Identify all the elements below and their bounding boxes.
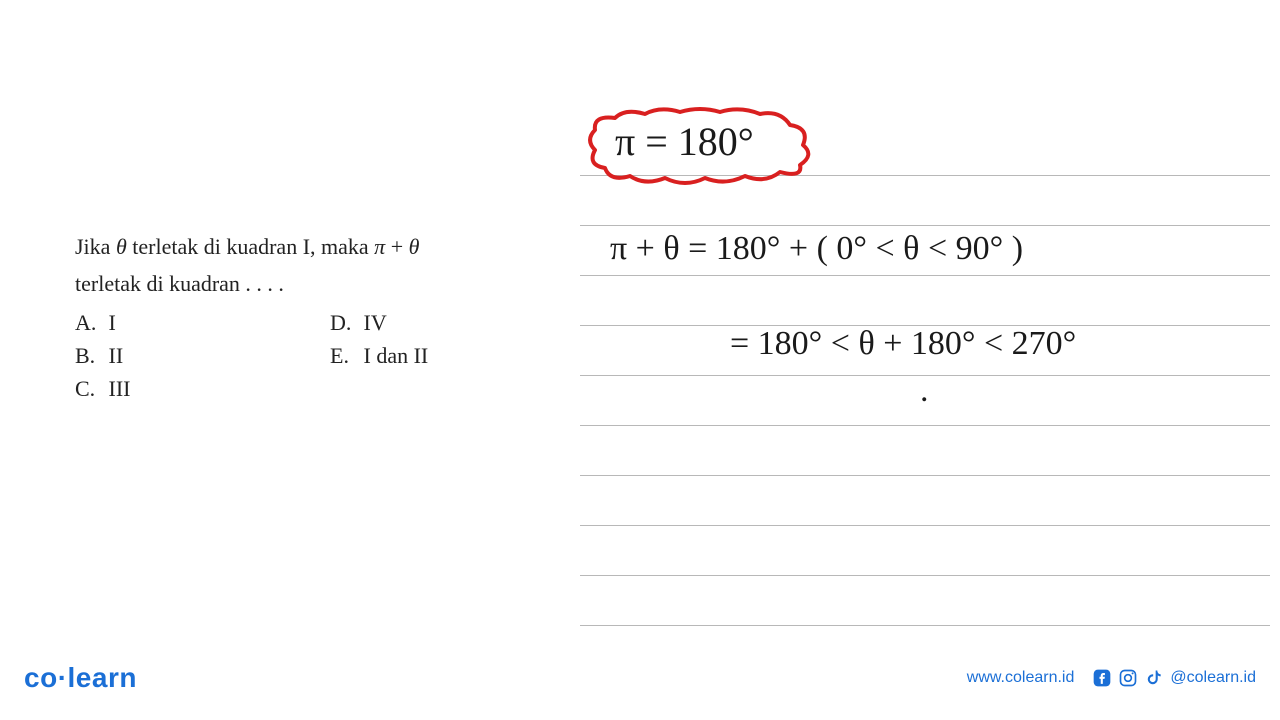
- working-dot: .: [920, 372, 929, 410]
- footer-right: www.colearn.id @colearn.id: [967, 668, 1256, 688]
- option-letter: E.: [330, 339, 358, 372]
- option-text: I dan II: [364, 343, 429, 368]
- logo-dot: ·: [58, 662, 68, 693]
- ruled-line: [580, 425, 1270, 426]
- ruled-line: [580, 575, 1270, 576]
- question-panel: Jika θ terletak di kuadran I, maka π + θ…: [75, 230, 545, 405]
- ruled-line: [580, 525, 1270, 526]
- working-line-1: π + θ = 180° + ( 0° < θ < 90° ): [610, 230, 1023, 268]
- cloud-text: π = 180°: [615, 118, 754, 165]
- ruled-line: [580, 225, 1270, 226]
- ruled-line: [580, 275, 1270, 276]
- option-letter: B.: [75, 339, 103, 372]
- facebook-icon: [1092, 668, 1112, 688]
- option-letter: A.: [75, 306, 103, 339]
- ruled-line: [580, 475, 1270, 476]
- social-handle: @colearn.id: [1170, 669, 1256, 687]
- option-letter: D.: [330, 306, 358, 339]
- footer: co·learn www.colearn.id @colearn.id: [0, 654, 1280, 694]
- option-a: A. I: [75, 306, 290, 339]
- logo-co: co: [24, 662, 58, 693]
- option-c: C. III: [75, 372, 290, 405]
- option-text: IV: [364, 310, 387, 335]
- question-line-2: terletak di kuadran . . . .: [75, 267, 545, 300]
- question-line-1: Jika θ terletak di kuadran I, maka π + θ: [75, 230, 545, 263]
- option-e: E. I dan II: [330, 339, 545, 372]
- option-b: B. II: [75, 339, 290, 372]
- social-icons: @colearn.id: [1092, 668, 1256, 688]
- logo-learn: learn: [68, 662, 137, 693]
- tiktok-icon: [1144, 668, 1164, 688]
- website-url: www.colearn.id: [967, 669, 1075, 687]
- option-text: I: [109, 310, 116, 335]
- working-line-2: = 180° < θ + 180° < 270°: [730, 325, 1076, 363]
- brand-logo: co·learn: [24, 662, 137, 694]
- answer-options: A. I B. II C. III D. IV E. I dan II: [75, 306, 545, 405]
- notebook-area: π = 180° π + θ = 180° + ( 0° < θ < 90° )…: [580, 140, 1270, 640]
- option-letter: C.: [75, 372, 103, 405]
- option-d: D. IV: [330, 306, 545, 339]
- option-text: II: [109, 343, 124, 368]
- instagram-icon: [1118, 668, 1138, 688]
- ruled-line: [580, 625, 1270, 626]
- option-text: III: [109, 376, 131, 401]
